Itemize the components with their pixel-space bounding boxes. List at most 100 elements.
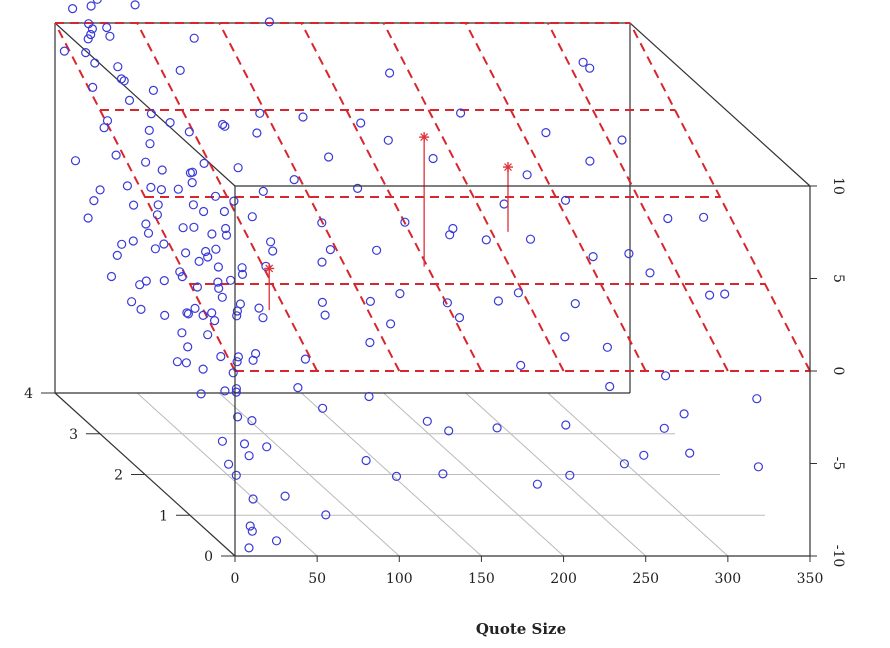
regression-plane <box>54 22 811 372</box>
data-point <box>224 459 234 469</box>
data-point <box>244 451 254 461</box>
data-point <box>172 357 182 367</box>
data-point <box>516 360 526 370</box>
data-point <box>300 354 310 364</box>
data-point <box>141 219 151 229</box>
data-point <box>157 165 167 175</box>
data-point <box>88 82 98 93</box>
data-point <box>663 213 673 224</box>
data-point <box>239 439 250 449</box>
data-point <box>752 394 762 404</box>
data-point <box>141 157 151 167</box>
data-point <box>189 33 199 43</box>
data-point <box>187 178 197 188</box>
data-point <box>624 249 634 259</box>
data-point <box>391 471 402 481</box>
data-point <box>317 257 327 267</box>
data-point <box>127 297 137 307</box>
data-point <box>560 195 571 205</box>
x-axis-ticks: 0 50 100 150 200 250 300 350 <box>231 556 823 587</box>
data-point <box>196 389 206 399</box>
data-point <box>659 423 669 433</box>
data-point <box>213 277 223 287</box>
data-point <box>561 420 571 430</box>
highlight-marker <box>419 132 430 143</box>
x-tick-label: 50 <box>308 571 326 587</box>
x-tick-label: 150 <box>468 571 495 587</box>
data-point <box>720 289 730 299</box>
data-point <box>178 223 188 233</box>
data-point <box>248 494 258 504</box>
data-point <box>560 332 570 342</box>
data-point <box>298 112 308 122</box>
data-point <box>184 127 194 137</box>
data-point <box>541 128 551 138</box>
z-tick-label: 10 <box>830 177 846 195</box>
data-point <box>194 256 204 266</box>
data-point <box>226 275 236 285</box>
data-point <box>156 185 166 195</box>
data-point <box>119 76 129 86</box>
data-point <box>660 371 671 381</box>
data-point <box>247 416 257 426</box>
data-point <box>268 246 278 256</box>
plane-line <box>218 22 401 372</box>
data-point <box>95 185 105 195</box>
data-point <box>188 200 198 210</box>
data-point <box>254 303 264 313</box>
data-point <box>228 368 238 378</box>
data-point <box>128 236 138 246</box>
data-point <box>293 383 303 393</box>
data-point <box>321 510 331 520</box>
data-point <box>221 223 231 234</box>
data-point <box>237 263 247 273</box>
data-point <box>210 191 221 201</box>
data-point <box>320 310 330 320</box>
data-point <box>146 109 156 119</box>
data-point <box>210 316 220 326</box>
data-point <box>704 290 715 300</box>
data-point <box>203 252 213 262</box>
data-point <box>83 19 94 29</box>
data-point <box>244 543 254 553</box>
data-point <box>356 118 366 128</box>
data-point <box>232 311 242 321</box>
data-point <box>150 244 160 254</box>
data-point <box>231 470 241 480</box>
y-tick-label: 3 <box>69 427 78 443</box>
data-point <box>492 423 502 433</box>
data-point <box>67 4 78 14</box>
data-point <box>753 462 764 472</box>
data-point <box>192 282 202 292</box>
bounding-box-back <box>54 22 811 557</box>
data-point <box>317 218 327 228</box>
data-point <box>92 0 102 4</box>
data-point <box>102 116 113 126</box>
data-point <box>216 351 226 362</box>
data-point <box>59 46 70 56</box>
data-point <box>130 0 140 10</box>
data-point <box>578 57 588 67</box>
data-point <box>442 298 452 308</box>
data-point <box>252 128 262 138</box>
data-point <box>585 63 595 73</box>
data-point <box>280 491 290 501</box>
data-point <box>219 206 229 217</box>
data-point <box>160 310 170 320</box>
data-point <box>361 455 371 466</box>
data-point <box>81 47 91 58</box>
data-point <box>262 442 272 452</box>
data-point <box>159 276 169 286</box>
data-point <box>565 470 575 480</box>
plane-line <box>382 22 565 372</box>
data-point <box>588 252 598 262</box>
data-point <box>386 319 396 329</box>
data-point <box>220 121 230 131</box>
data-point <box>83 34 93 44</box>
data-point <box>645 268 655 278</box>
data-point <box>199 158 209 168</box>
data-point <box>111 150 121 160</box>
data-point <box>525 234 536 244</box>
data-point <box>395 289 405 299</box>
data-point <box>185 168 195 178</box>
